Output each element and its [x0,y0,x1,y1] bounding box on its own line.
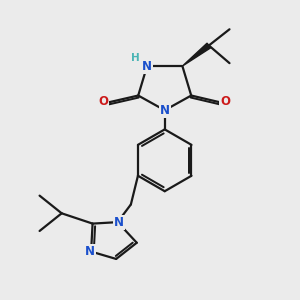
Text: N: N [114,216,124,229]
Polygon shape [182,43,211,66]
Text: N: N [142,60,152,73]
Text: N: N [160,104,170,117]
Text: O: O [98,95,109,108]
Text: H: H [131,53,140,63]
Text: O: O [220,95,230,108]
Text: N: N [85,245,94,258]
